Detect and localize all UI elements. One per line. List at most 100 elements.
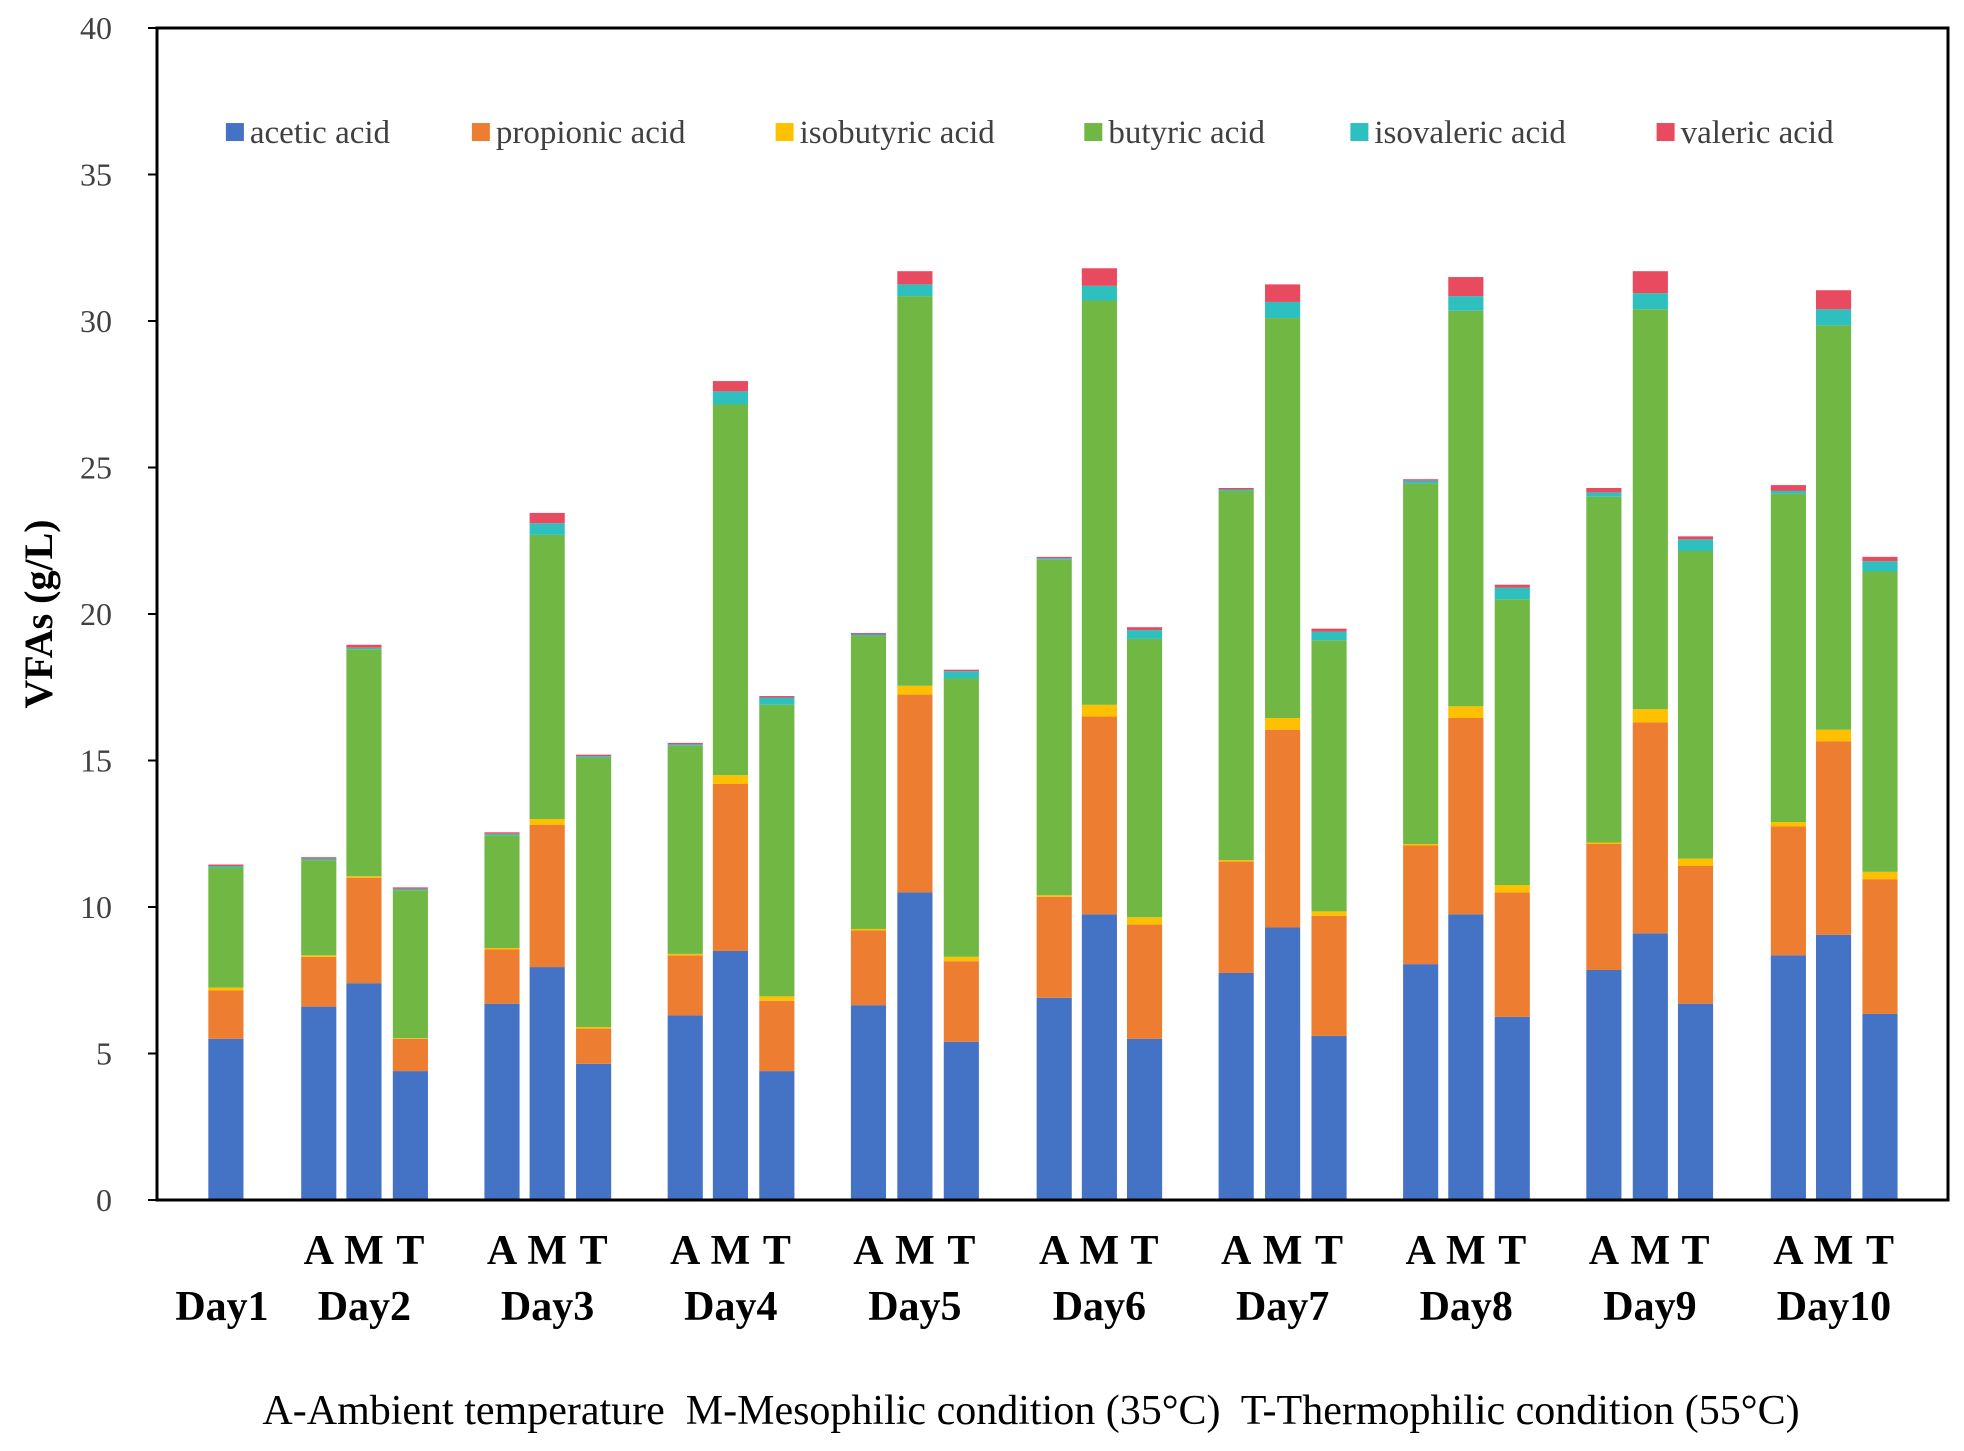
bar-stack [1494, 584, 1530, 1200]
bar-stack [759, 696, 795, 1200]
bar-segment-propionic-acid [712, 783, 748, 951]
bar-segment-isobutyric-acid [301, 955, 337, 957]
bar-stack [850, 633, 887, 1200]
bar-segment-butyric-acid [712, 404, 748, 776]
bar-segment-butyric-acid [1036, 559, 1072, 896]
bar-segment-acetic-acid [667, 1015, 703, 1200]
bar-segment-propionic-acid [943, 961, 979, 1042]
bar-segment-valeric-acid [897, 271, 933, 285]
condition-label: T [1866, 1228, 1894, 1274]
bar-segment-isovaleric-acid [1677, 539, 1714, 552]
bar-segment-butyric-acid [1081, 300, 1117, 705]
bar-stack [943, 669, 979, 1200]
bar-segment-valeric-acid [208, 864, 244, 866]
day-label: Day5 [868, 1284, 961, 1330]
bar-segment-butyric-acid [943, 678, 979, 957]
bar-stack [1815, 290, 1852, 1200]
bar-segment-valeric-acid [1036, 556, 1072, 559]
bar-segment-valeric-acid [759, 696, 795, 698]
bar-stack [1081, 268, 1117, 1200]
bar-segment-isovaleric-acid [1126, 630, 1163, 639]
bar-segment-butyric-acid [484, 835, 520, 949]
bar-segment-isovaleric-acid [1448, 296, 1484, 311]
day-label: Day3 [501, 1284, 594, 1330]
bar-segment-acetic-acid [301, 1006, 337, 1200]
bar-segment-isovaleric-acid [1815, 309, 1852, 326]
bar-segment-butyric-acid [1815, 325, 1852, 730]
bar-stack [1126, 627, 1163, 1200]
day-label: Day9 [1603, 1284, 1696, 1330]
bar-segment-acetic-acid [1494, 1016, 1530, 1200]
bar-segment-acetic-acid [208, 1038, 244, 1200]
bar-segment-propionic-acid [208, 990, 244, 1039]
y-tick-label: 10 [80, 889, 112, 925]
condition-label: M [1080, 1228, 1120, 1274]
y-tick-label: 20 [80, 596, 112, 632]
bar-segment-isobutyric-acid [759, 996, 795, 1001]
condition-label: A [1589, 1228, 1620, 1274]
bar-segment-propionic-acid [346, 877, 382, 984]
bar-segment-butyric-acid [1494, 599, 1530, 886]
bar-segment-propionic-acid [1632, 722, 1668, 934]
bar-stack [1448, 277, 1484, 1200]
bar-segment-isovaleric-acid [712, 391, 748, 405]
bar-segment-valeric-acid [1218, 488, 1254, 490]
bar-segment-propionic-acid [1862, 879, 1898, 1014]
bar-segment-valeric-acid [1862, 556, 1898, 562]
legend-swatch [775, 123, 794, 142]
bar-segment-acetic-acid [1081, 914, 1117, 1200]
bar-segment-butyric-acid [1586, 496, 1622, 843]
bar-segment-butyric-acid [1770, 493, 1806, 823]
bar-stack [1403, 479, 1439, 1200]
bar-segment-propionic-acid [1448, 718, 1484, 915]
bar-segment-acetic-acid [1862, 1013, 1898, 1200]
bar-segment-isobutyric-acid [1036, 895, 1072, 897]
bar-segment-valeric-acid [1815, 290, 1852, 310]
bar-segment-butyric-acid [301, 860, 337, 956]
condition-label: M [344, 1228, 384, 1274]
bar-stack [1586, 488, 1622, 1200]
bar-segment-valeric-acid [576, 754, 612, 757]
bar-segment-isovaleric-acid [1311, 631, 1347, 641]
legend-swatch [1350, 123, 1369, 142]
condition-label: T [396, 1228, 424, 1274]
bars-layer [208, 268, 1898, 1200]
condition-label: A [1039, 1228, 1070, 1274]
bar-stack [1770, 485, 1806, 1200]
bar-segment-isobutyric-acid [576, 1027, 612, 1029]
bar-segment-isobutyric-acid [208, 987, 244, 991]
bar-segment-isovaleric-acid [392, 888, 428, 891]
bar-segment-acetic-acid [529, 967, 565, 1200]
bar-segment-isovaleric-acid [1081, 285, 1117, 301]
bar-segment-propionic-acid [1218, 861, 1254, 973]
bar-segment-acetic-acid [1632, 933, 1668, 1200]
bar-segment-isovaleric-acid [1403, 480, 1439, 484]
bar-segment-isobutyric-acid [1311, 911, 1347, 916]
bar-stack [208, 864, 244, 1200]
bar-segment-butyric-acid [346, 649, 382, 877]
legend-label: isovaleric acid [1374, 115, 1566, 151]
y-axis-label: VFAs (g/L) [16, 519, 61, 708]
y-tick-label: 0 [96, 1182, 112, 1218]
bar-segment-propionic-acid [1265, 729, 1301, 928]
bar-segment-valeric-acid [1586, 488, 1622, 493]
bar-segment-isovaleric-acid [576, 756, 612, 758]
condition-label: M [1814, 1228, 1854, 1274]
bar-segment-isovaleric-acid [301, 858, 337, 861]
condition-label: M [1446, 1228, 1486, 1274]
bar-stack [346, 644, 382, 1200]
day-label: Day2 [318, 1284, 411, 1330]
y-axis: 0 5 10 15 20 25 30 35 40 [80, 10, 157, 1218]
bar-segment-isobutyric-acid [392, 1038, 428, 1039]
condition-label: A [1221, 1228, 1252, 1274]
bar-segment-acetic-acid [1815, 934, 1852, 1200]
condition-label: T [580, 1228, 608, 1274]
bar-segment-acetic-acid [576, 1063, 612, 1200]
condition-label: T [1315, 1228, 1343, 1274]
bar-stack [1218, 488, 1254, 1200]
bar-segment-butyric-acid [1862, 571, 1898, 872]
bar-segment-butyric-acid [1126, 638, 1163, 918]
condition-label: M [1630, 1228, 1670, 1274]
bar-segment-isovaleric-acid [897, 284, 933, 297]
